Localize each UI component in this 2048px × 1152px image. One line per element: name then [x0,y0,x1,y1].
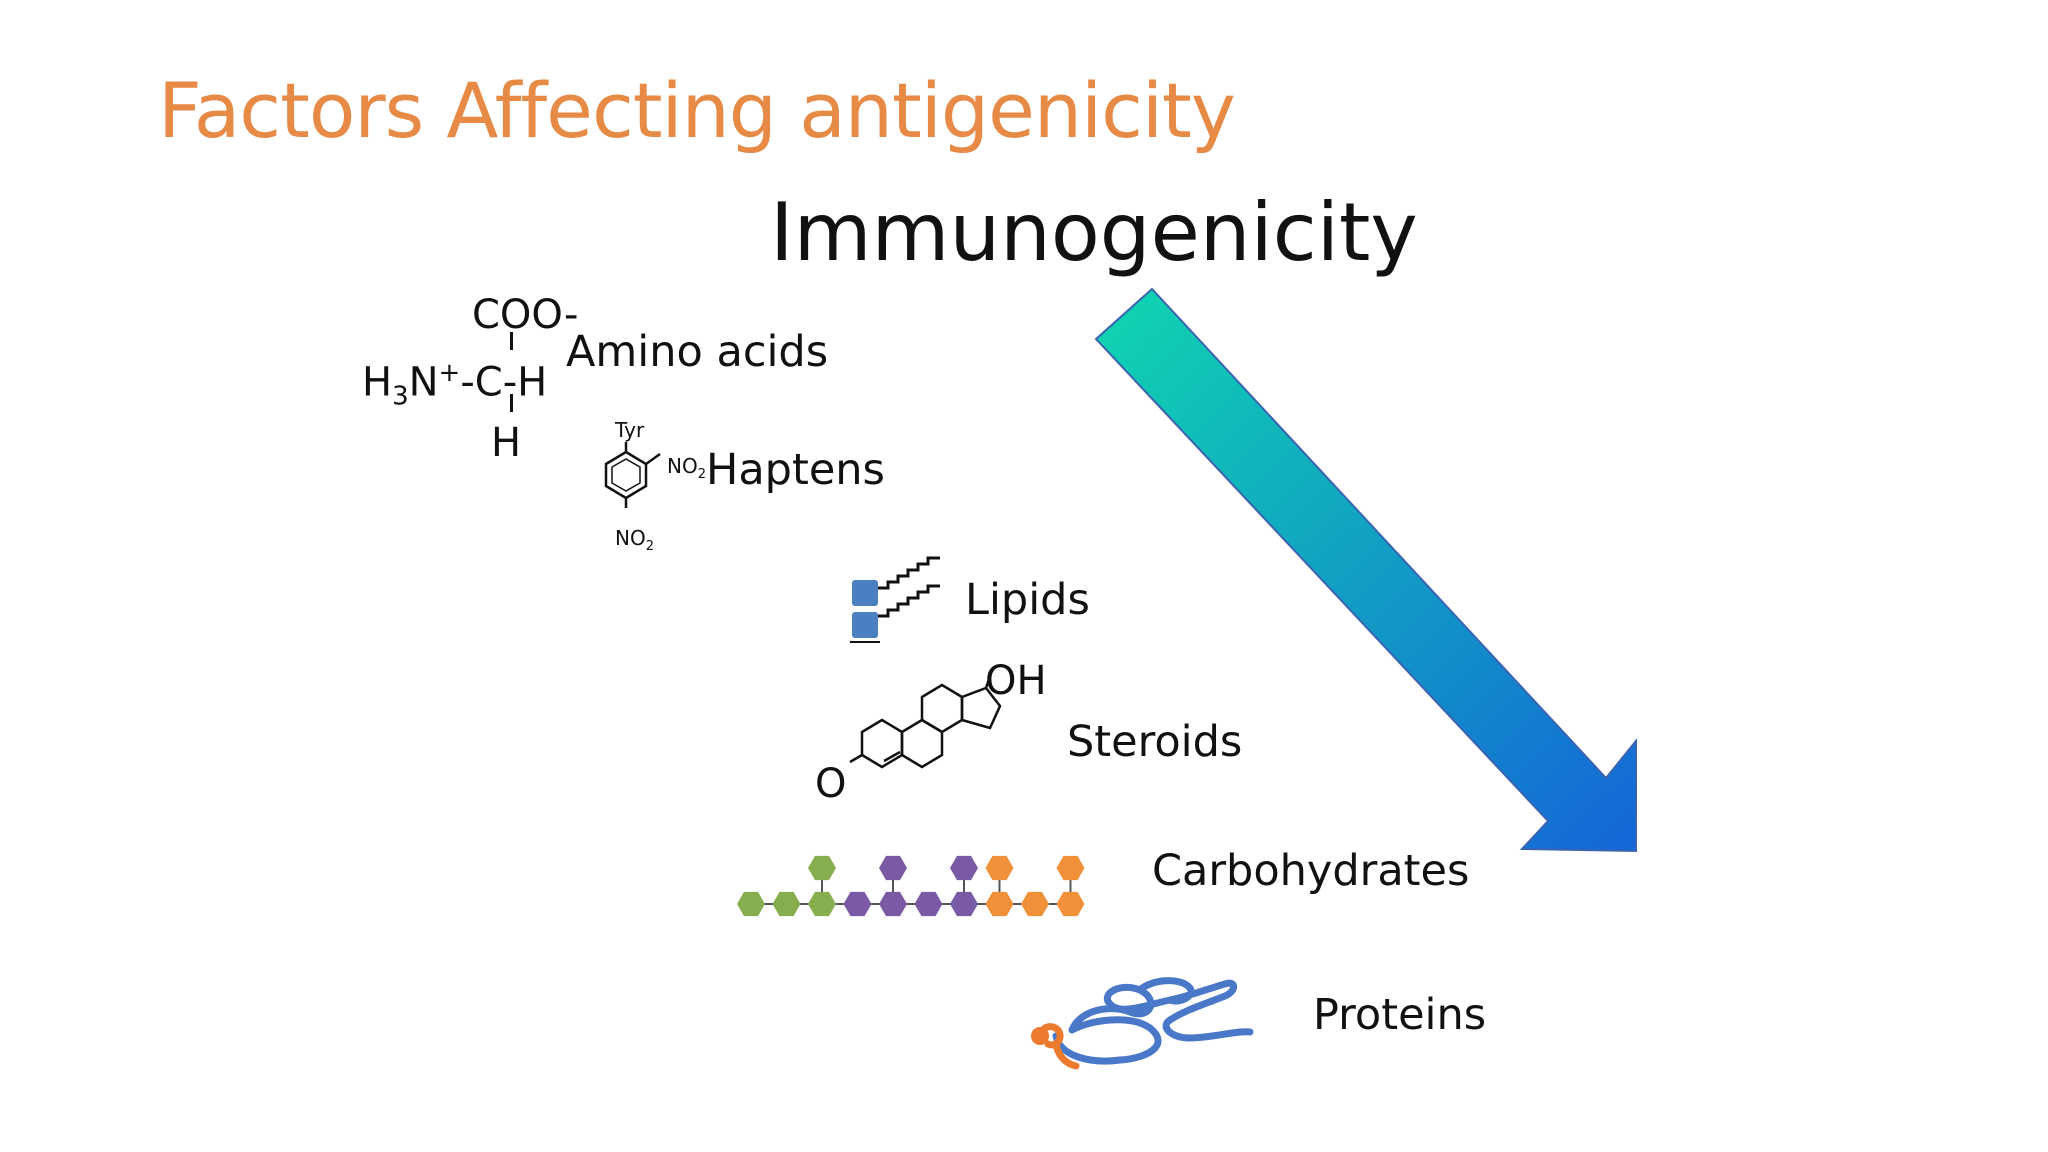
protein-active-site [1031,1027,1049,1045]
steroid-structure-icon [849,669,1002,769]
amine-charge: + [438,358,461,388]
no2-bottom-text: NO [615,526,646,550]
bond-bottom [510,394,513,412]
lipid-head-bottom [852,612,878,638]
ring-d [960,686,1002,730]
lipid-tail-bottom [878,584,940,618]
sugar-unit [1056,891,1085,917]
ring-c [920,683,964,734]
protein-fold-icon [1031,977,1254,1070]
amine-h: H [362,359,393,406]
no2-right-sub: 2 [697,467,706,482]
alpha-hydrogen: H [491,420,522,466]
slide-title: Factors Affecting antigenicity [158,66,1236,155]
sugar-unit [879,891,907,917]
amino-acid-structure: COO- H3N+-C-H H [360,290,580,470]
sugar-unit [950,891,978,917]
lipid-head-top [852,580,878,606]
immunogenicity-heading: Immunogenicity [770,186,1418,279]
amine-n: N [408,359,439,406]
bond-top [510,332,513,350]
no2-right: NO2 [667,456,706,481]
carbohydrate-chain-icon [737,855,1085,917]
branch-sugar-unit [985,855,1014,881]
sugar-unit [772,891,801,917]
steroids-label: Steroids [1067,717,1243,767]
carbohydrates-label: Carbohydrates [1152,846,1470,896]
branch-sugar-unit [950,855,978,881]
sugar-unit [737,891,765,917]
sugar-unit [843,891,872,917]
no2-bottom: NO2 [615,528,654,553]
amino-acids-label: Amino acids [566,327,829,377]
no2-bottom-sub: 2 [645,539,654,554]
branch-sugar-unit [808,855,836,881]
lipid-tail-top [878,556,940,590]
sugar-unit [1021,891,1049,917]
benzene-ring-icon [604,442,661,508]
lipid-icon [850,556,940,643]
arrow-shape [1094,287,1637,853]
lipids-label: Lipids [965,575,1090,625]
hapten-structure: Tyr NO2 NO2 [590,420,710,555]
branch-sugar-unit [1056,855,1085,881]
carboxyl-group: COO- [472,292,579,338]
alpha-carbon: -C-H [460,359,548,406]
tyr-label: Tyr [615,418,645,442]
no2-right-text: NO [667,454,698,478]
amine-backbone: H3N+-C-H [362,360,547,409]
proteins-label: Proteins [1313,990,1487,1040]
sugar-unit [985,891,1014,917]
ring-a [860,718,904,769]
protein-backbone [1052,977,1254,1065]
ketone-oxygen: O [815,761,847,807]
branch-sugar-unit [879,855,907,881]
haptens-label: Haptens [706,445,885,495]
amine-subscript: 3 [392,381,409,412]
sugar-unit [914,891,943,917]
sugar-unit [808,891,836,917]
hydroxyl-group: OH [985,658,1047,704]
